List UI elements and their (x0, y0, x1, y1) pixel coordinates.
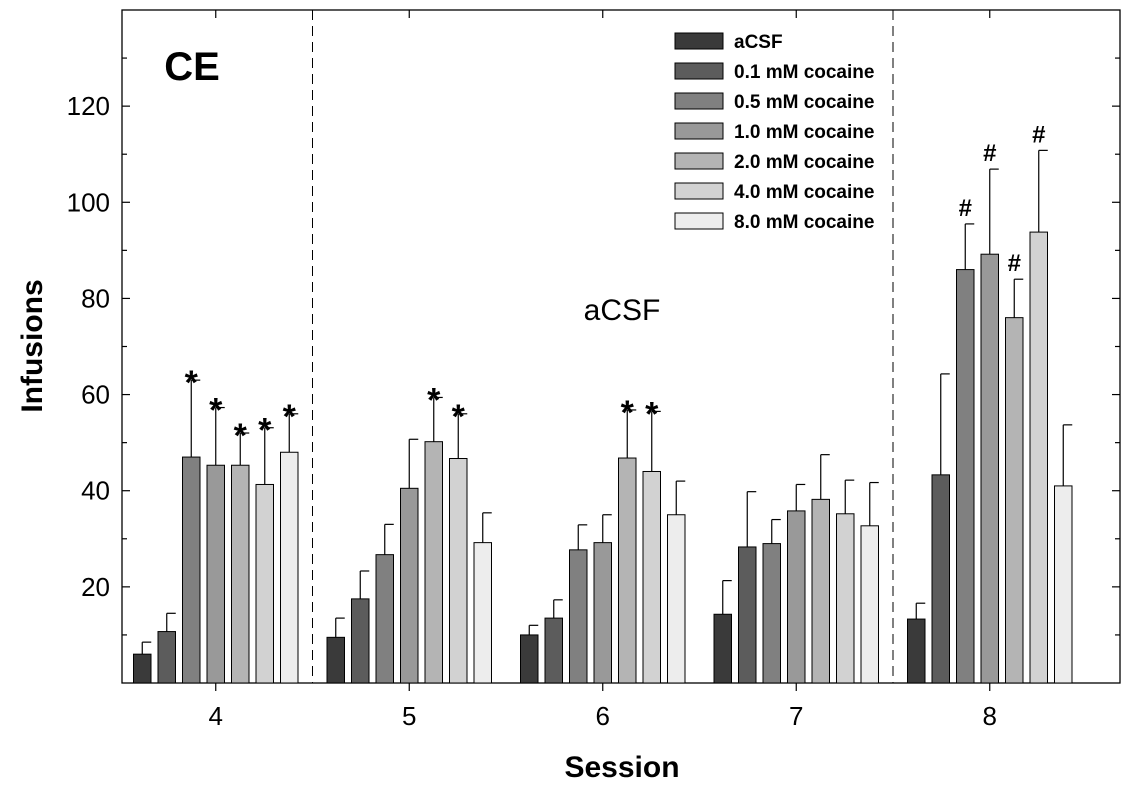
bar (449, 458, 468, 684)
significance-star: * (427, 381, 441, 419)
bar (280, 451, 299, 684)
bar (618, 457, 637, 684)
bar (424, 441, 443, 684)
x-tick-label: 6 (596, 701, 610, 731)
significance-star: * (185, 364, 199, 402)
legend: aCSF 0.1 mM cocaine 0.5 mM cocaine 1.0 mM c… (674, 32, 874, 233)
legend-swatch (674, 92, 724, 110)
x-axis: 4 5 6 7 8 (209, 10, 997, 731)
y-tick-label: 40 (81, 476, 110, 506)
annotation-label: aCSF (584, 294, 661, 327)
significance-hash: # (1008, 250, 1021, 277)
bar-series-group: * # * # * * * # * * * # * (133, 121, 1073, 684)
y-tick-label: 60 (81, 380, 110, 410)
significance-hash: # (959, 195, 972, 222)
bar (206, 464, 225, 684)
bar (157, 631, 176, 684)
bar (980, 253, 999, 684)
bar (255, 483, 274, 684)
legend-swatch (674, 122, 724, 140)
y-tick-label: 120 (67, 91, 110, 121)
panel-label: CE (164, 45, 220, 89)
significance-star: * (452, 398, 466, 436)
y-tick-label: 20 (81, 572, 110, 602)
legend-swatch (674, 62, 724, 80)
y-axis-title: Infusions (16, 279, 49, 412)
bar (713, 613, 732, 684)
legend-label: 4.0 mM cocaine (734, 182, 874, 203)
bar (956, 269, 975, 684)
y-tick-label: 100 (67, 187, 110, 217)
significance-star: * (645, 395, 659, 433)
bar (642, 470, 661, 684)
significance-star: * (621, 394, 635, 432)
significance-star: * (283, 398, 297, 436)
bar (1054, 485, 1073, 684)
significance-star: * (209, 392, 223, 430)
session-dividers (312, 10, 894, 683)
x-axis-title: Session (564, 751, 679, 782)
y-tick-label: 80 (81, 283, 110, 313)
legend-swatch (674, 152, 724, 170)
bar (569, 549, 588, 684)
bar (544, 617, 563, 684)
legend-label: 8.0 mM cocaine (734, 212, 874, 233)
significance-hash: # (983, 140, 996, 167)
y-axis: 20 40 60 80 100 120 (67, 57, 1120, 636)
bar (400, 487, 419, 684)
bar (836, 513, 855, 684)
bar (520, 634, 539, 684)
bar (811, 498, 830, 684)
legend-swatch (674, 182, 724, 200)
legend-label: aCSF (734, 32, 783, 53)
bar (787, 510, 806, 684)
x-tick-label: 8 (983, 701, 997, 731)
bar (762, 543, 781, 684)
bar (351, 598, 370, 684)
significance-star: * (258, 412, 272, 450)
bar (133, 653, 152, 684)
bar (473, 542, 492, 684)
bar (667, 514, 686, 684)
bar (860, 525, 879, 684)
bar (1005, 317, 1024, 684)
significance-star: * (234, 417, 248, 455)
significance-hash: # (1032, 121, 1045, 148)
bar (907, 618, 926, 684)
bar (326, 636, 345, 684)
legend-label: 1.0 mM cocaine (734, 122, 874, 143)
legend-label: 0.1 mM cocaine (734, 62, 874, 83)
x-tick-label: 5 (402, 701, 416, 731)
legend-swatch (674, 212, 724, 230)
bar (231, 464, 250, 684)
bar (182, 456, 201, 684)
legend-swatch (674, 32, 724, 50)
x-tick-label: 4 (209, 701, 223, 731)
legend-label: 2.0 mM cocaine (734, 152, 874, 173)
bar (593, 542, 612, 684)
bar (375, 554, 394, 684)
bar (1029, 231, 1048, 684)
legend-label: 0.5 mM cocaine (734, 92, 874, 113)
bar (931, 474, 950, 684)
x-tick-label: 7 (789, 701, 803, 731)
bar (738, 546, 757, 684)
